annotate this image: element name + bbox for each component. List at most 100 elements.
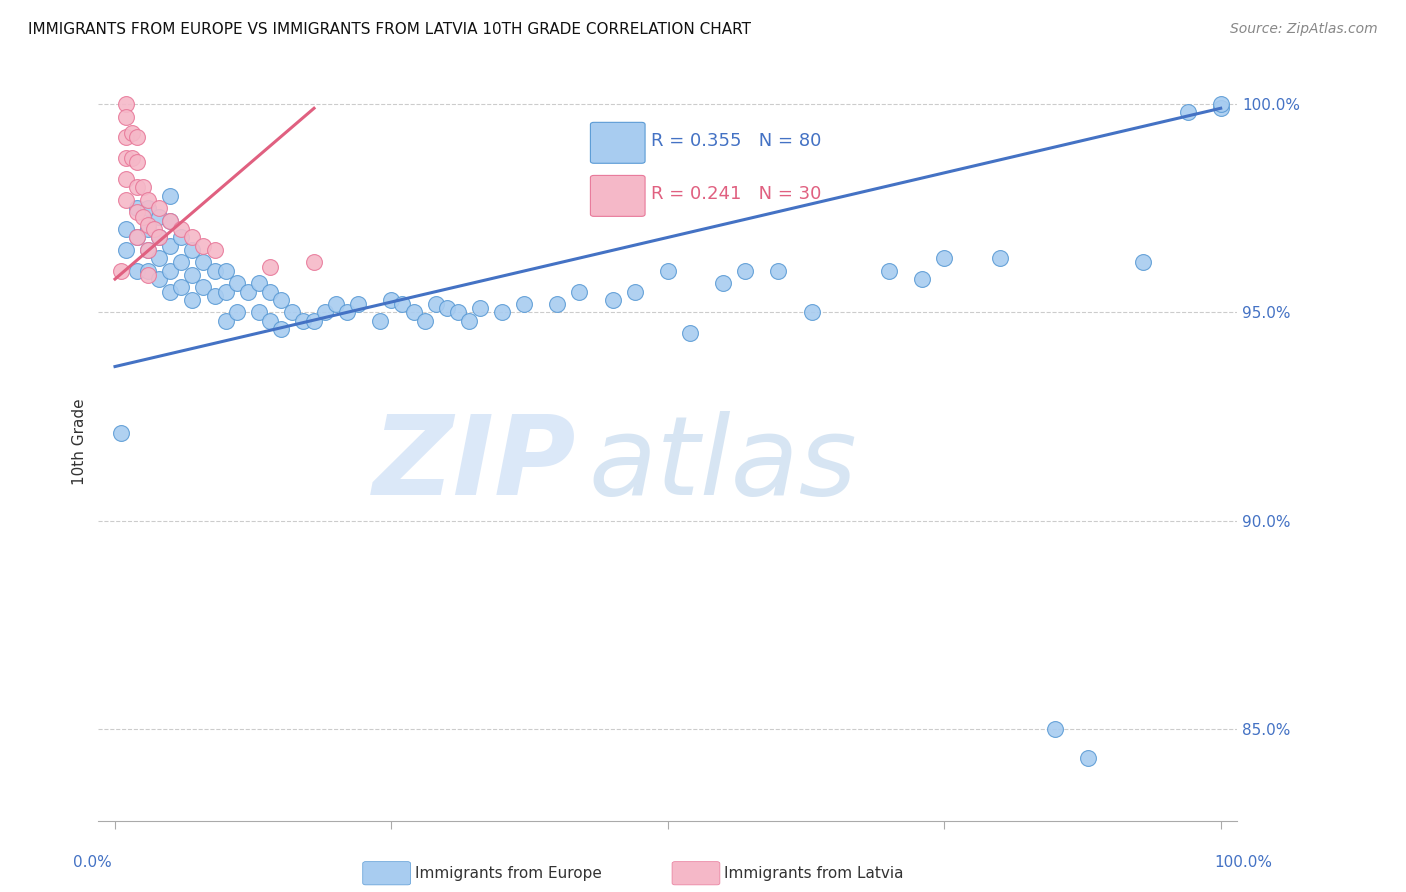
Point — [127, 155, 149, 169]
Point — [259, 314, 281, 328]
Point — [391, 297, 413, 311]
Point — [270, 293, 292, 307]
Point — [110, 426, 132, 441]
Point — [170, 255, 193, 269]
Point — [491, 305, 513, 319]
Point — [513, 297, 536, 311]
Point — [402, 305, 425, 319]
Text: atlas: atlas — [588, 411, 856, 517]
Point — [204, 264, 226, 278]
Point — [546, 297, 568, 311]
Text: R = 0.355   N = 80: R = 0.355 N = 80 — [651, 131, 821, 150]
Point — [115, 151, 138, 165]
Point — [148, 230, 170, 244]
FancyBboxPatch shape — [591, 122, 645, 163]
Point — [127, 180, 149, 194]
Point — [281, 305, 304, 319]
Point — [170, 222, 193, 236]
Point — [325, 297, 347, 311]
Point — [247, 277, 270, 291]
Text: Immigrants from Europe: Immigrants from Europe — [415, 866, 602, 880]
Text: IMMIGRANTS FROM EUROPE VS IMMIGRANTS FROM LATVIA 10TH GRADE CORRELATION CHART: IMMIGRANTS FROM EUROPE VS IMMIGRANTS FRO… — [28, 22, 751, 37]
Point — [380, 293, 402, 307]
Point — [136, 243, 159, 257]
Point — [131, 210, 153, 224]
Point — [877, 264, 900, 278]
Point — [347, 297, 370, 311]
Text: Immigrants from Latvia: Immigrants from Latvia — [724, 866, 904, 880]
Point — [623, 285, 645, 299]
Point — [270, 322, 292, 336]
Point — [148, 252, 170, 266]
Point — [370, 314, 392, 328]
Point — [136, 218, 159, 232]
Point — [679, 326, 702, 341]
Point — [259, 285, 281, 299]
Point — [800, 305, 823, 319]
Point — [148, 210, 170, 224]
Point — [127, 230, 149, 244]
Point — [291, 314, 314, 328]
Point — [214, 314, 236, 328]
Point — [1077, 751, 1099, 765]
Point — [159, 188, 181, 202]
Point — [121, 151, 143, 165]
Text: ZIP: ZIP — [373, 411, 576, 517]
Point — [142, 222, 165, 236]
Point — [225, 305, 247, 319]
Point — [136, 222, 159, 236]
Point — [734, 264, 756, 278]
Point — [336, 305, 359, 319]
Point — [115, 243, 138, 257]
Point — [136, 268, 159, 282]
Text: R = 0.241   N = 30: R = 0.241 N = 30 — [651, 185, 821, 202]
Point — [115, 172, 138, 186]
Point — [159, 213, 181, 227]
Point — [193, 238, 215, 252]
Point — [159, 238, 181, 252]
Point — [657, 264, 679, 278]
Point — [214, 285, 236, 299]
Point — [768, 264, 790, 278]
Point — [1209, 97, 1232, 112]
Point — [447, 305, 470, 319]
Point — [127, 201, 149, 215]
Point — [110, 264, 132, 278]
Point — [204, 243, 226, 257]
Y-axis label: 10th Grade: 10th Grade — [72, 398, 87, 485]
Point — [131, 180, 153, 194]
Point — [1043, 722, 1066, 736]
Text: Source: ZipAtlas.com: Source: ZipAtlas.com — [1230, 22, 1378, 37]
Point — [115, 97, 138, 112]
Point — [193, 280, 215, 294]
Point — [148, 272, 170, 286]
Point — [127, 230, 149, 244]
Point — [136, 201, 159, 215]
Point — [457, 314, 479, 328]
Point — [181, 243, 204, 257]
Point — [159, 285, 181, 299]
Point — [159, 213, 181, 227]
Point — [911, 272, 934, 286]
Point — [121, 126, 143, 140]
Point — [988, 252, 1011, 266]
Point — [259, 260, 281, 274]
Point — [1132, 255, 1154, 269]
Point — [934, 252, 956, 266]
Point — [115, 110, 138, 124]
Point — [568, 285, 591, 299]
Point — [214, 264, 236, 278]
Text: 100.0%: 100.0% — [1213, 855, 1272, 870]
Point — [115, 193, 138, 207]
Point — [148, 230, 170, 244]
Point — [193, 255, 215, 269]
FancyBboxPatch shape — [591, 176, 645, 217]
Point — [204, 289, 226, 303]
Point — [468, 301, 491, 316]
Point — [302, 255, 325, 269]
Point — [181, 268, 204, 282]
Point — [236, 285, 259, 299]
Point — [314, 305, 336, 319]
Point — [115, 130, 138, 145]
Point — [225, 277, 247, 291]
